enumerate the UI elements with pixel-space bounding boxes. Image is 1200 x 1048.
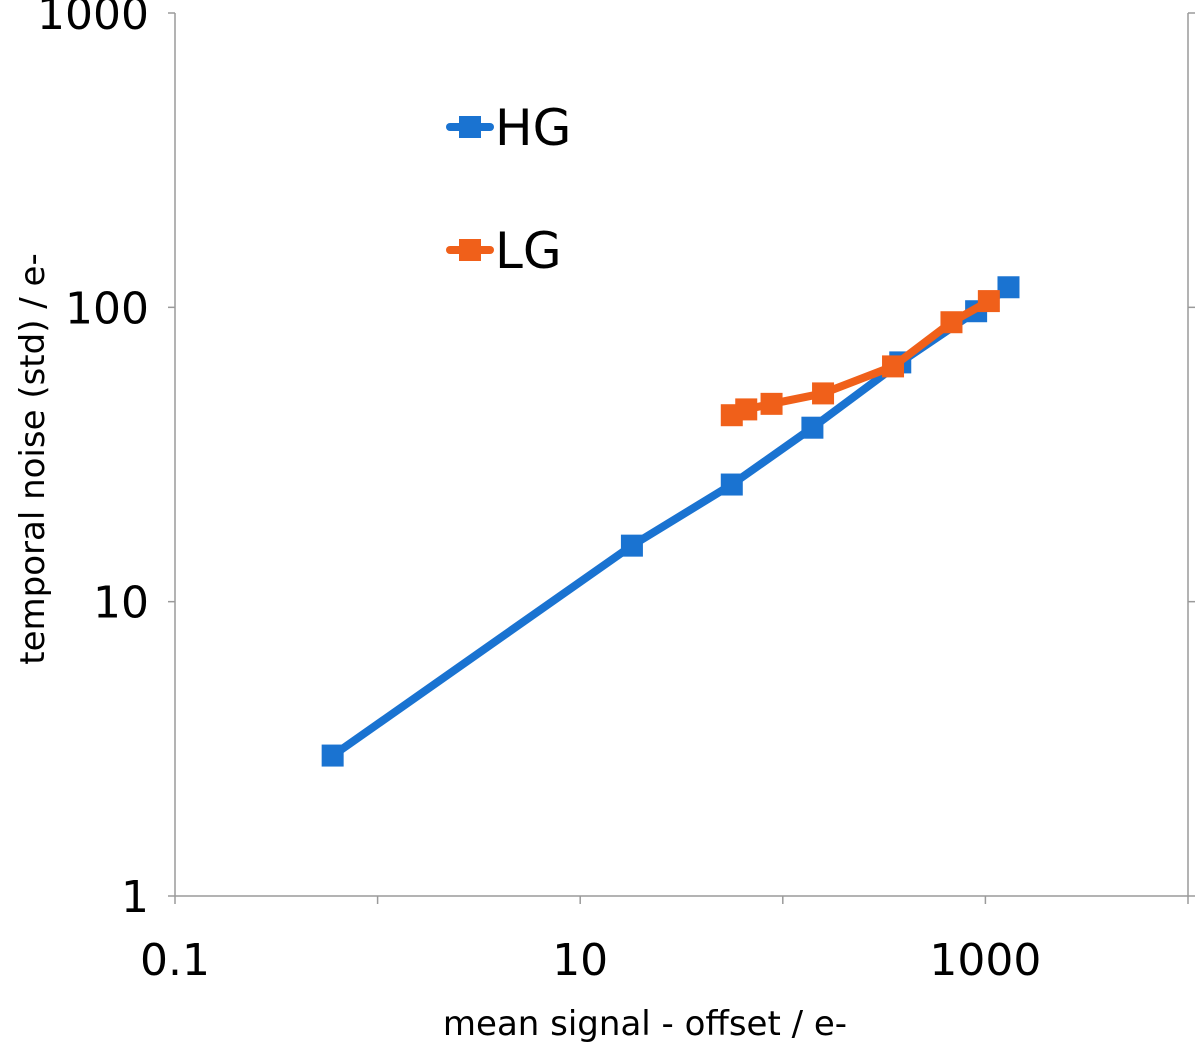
data-point-hg: [321, 744, 344, 767]
y-tick-label: 100: [65, 283, 149, 334]
plot-frame: [174, 13, 1189, 897]
x-tick-label: 10: [552, 935, 608, 986]
data-point-lg: [735, 398, 758, 421]
x-tick-label: 1000: [929, 935, 1041, 986]
data-point-lg: [882, 355, 905, 378]
x-axis-title: mean signal - offset / e-: [443, 1004, 847, 1044]
data-point-lg: [812, 382, 835, 405]
y-tick-label: 1000: [37, 0, 149, 40]
data-point-lg: [760, 392, 783, 415]
data-point-hg: [801, 416, 824, 439]
legend-marker: [459, 116, 481, 138]
legend-item-hg: HG: [446, 99, 571, 157]
data-point-lg: [940, 311, 963, 334]
data-point-hg: [620, 534, 643, 557]
data-point-hg: [720, 473, 743, 496]
series-lg: [720, 290, 1000, 427]
y-axis-title: temporal noise (std) / e-: [13, 253, 53, 664]
ticks: [168, 12, 1195, 904]
legend-marker: [459, 239, 481, 261]
data-point-hg: [997, 276, 1020, 299]
y-tick-label: 1: [121, 872, 149, 923]
series-layer: [321, 276, 1020, 767]
legend: HG LG: [446, 99, 571, 280]
tick-labels: 1 10 100 1000 0.1 10 1000: [37, 0, 1041, 986]
y-tick-label: 10: [93, 578, 149, 629]
x-tick-label: 0.1: [140, 935, 210, 986]
legend-label: HG: [495, 99, 571, 157]
legend-label: LG: [495, 222, 562, 280]
legend-item-lg: LG: [446, 222, 562, 280]
data-point-lg: [977, 290, 1000, 313]
